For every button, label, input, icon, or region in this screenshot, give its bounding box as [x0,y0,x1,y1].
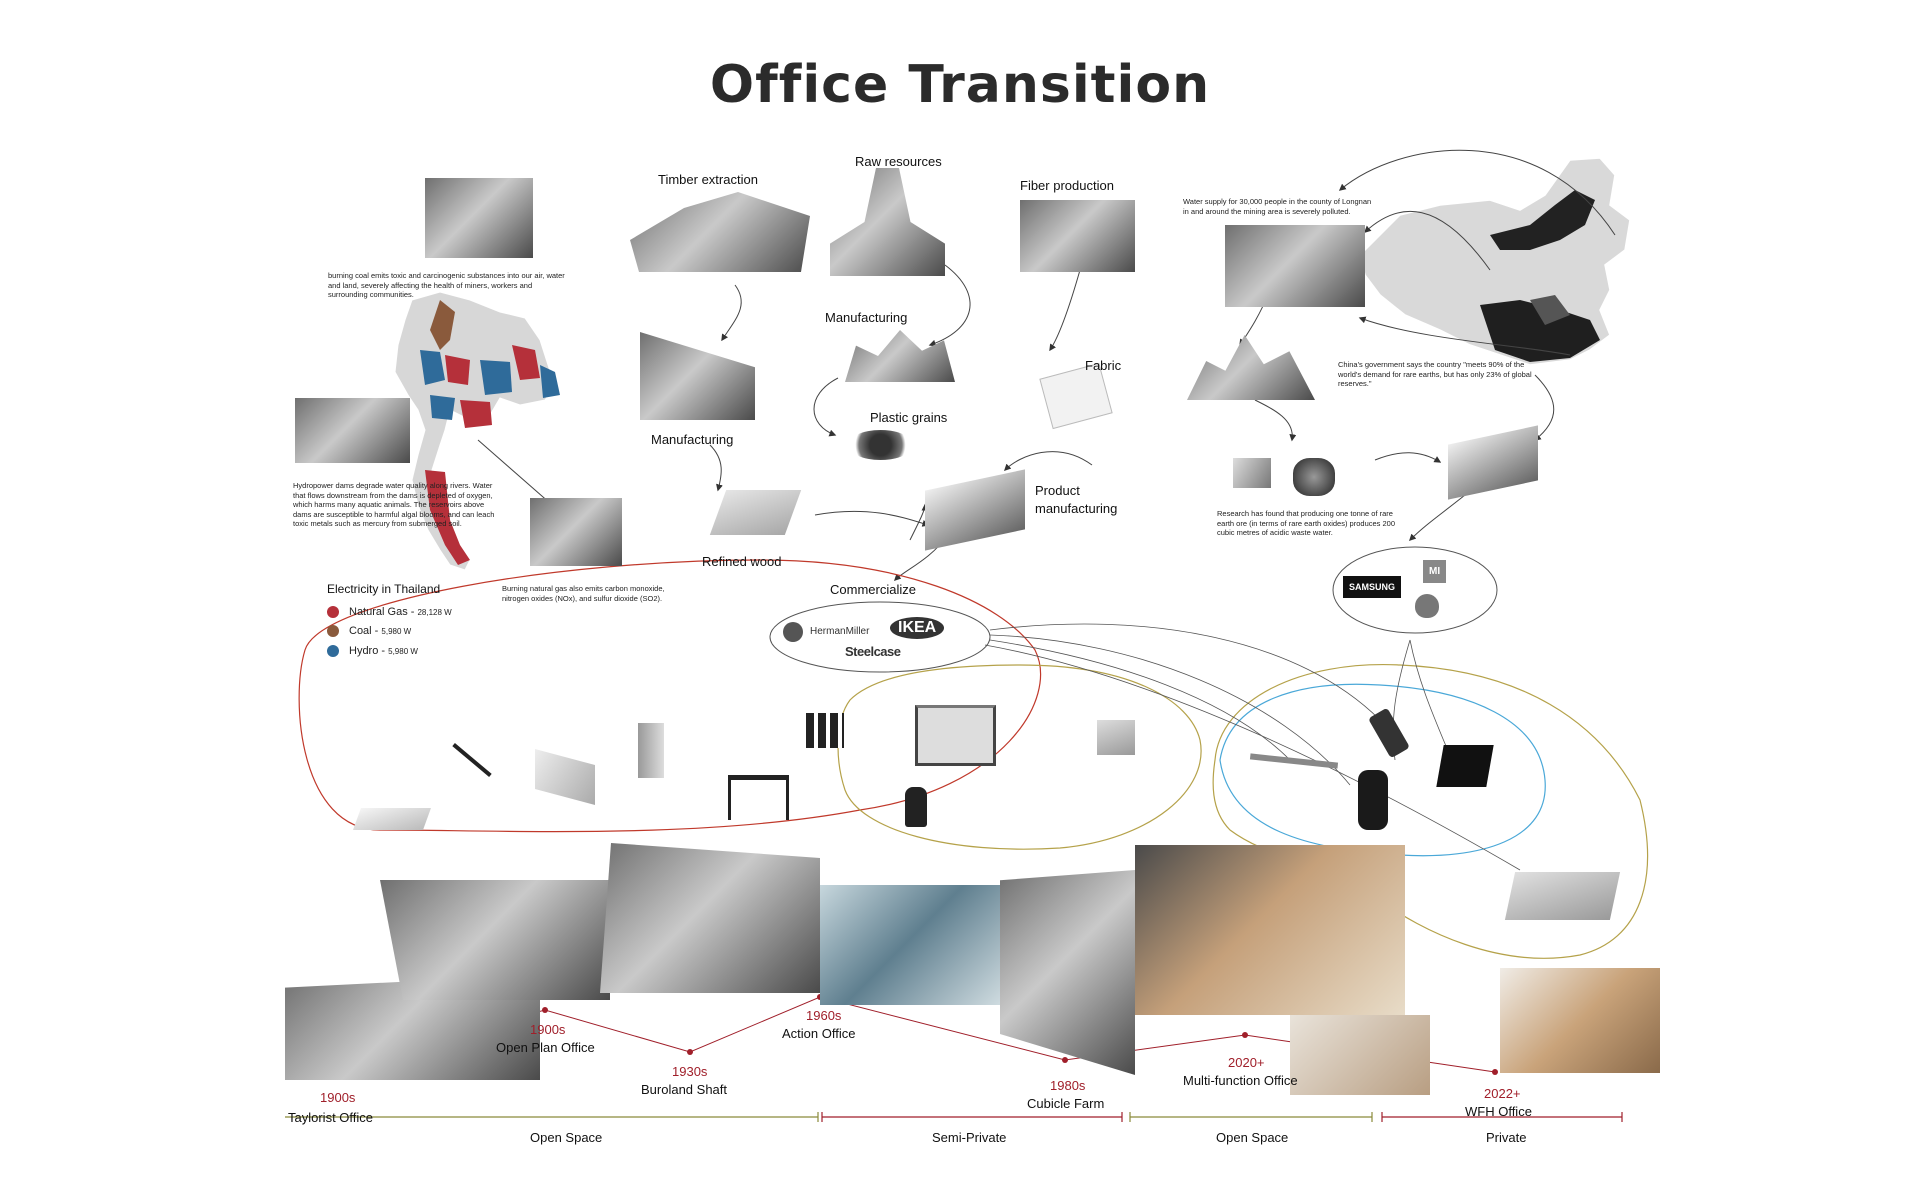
transition-loop [837,664,1202,850]
timeline-name-multi-function: Multi-function Office [1183,1073,1298,1088]
fiber-machine-image [1020,200,1135,272]
apple-logo-icon [1415,594,1439,618]
distribution-lines [984,623,1521,871]
timeline-name-cubicle-farm: Cubicle Farm [1027,1096,1105,1111]
bedroom-photo [1290,1015,1430,1095]
china-government-note: China's government says the country "mee… [1338,360,1532,388]
mining-photo [1225,225,1365,307]
laptop-icon [1436,745,1494,787]
bed-icon [1504,872,1621,920]
office-chair-icon [905,787,927,827]
label-fabric: Fabric [1085,358,1122,373]
hydro-dam-photo [295,398,410,463]
label-fiber-production: Fiber production [1020,178,1114,193]
zone-semi-private: Semi-Private [932,1130,1007,1145]
legend-title: Electricity in Thailand [327,582,441,596]
zone-open-space-1: Open Space [530,1130,603,1145]
coal-swatch [327,625,339,638]
natural-gas-swatch [327,606,339,619]
gas-plant-photo [530,498,622,566]
coal-note: burning coal emits toxic and carcinogeni… [328,271,565,299]
label-timber-extraction: Timber extraction [658,172,758,187]
timeline-year-wfh: 2022+ [1484,1086,1521,1101]
timeline-name-open-plan: Open Plan Office [496,1040,595,1055]
paper-stack-icon [352,808,432,830]
zone-open-space-2: Open Space [1216,1130,1289,1145]
legend-natural-gas: Natural Gas - 28,128 W [327,606,452,619]
ergonomic-chair-icon [1358,770,1388,830]
label-product: Product [1035,483,1080,498]
wfh-office-photo [1500,968,1660,1073]
desk-icon [728,775,789,820]
gas-note: Burning natural gas also emits carbon mo… [502,584,665,603]
label-manufacturing-product: manufacturing [1035,501,1118,516]
open-plan-office-photo [380,880,610,1000]
legend-coal: Coal - 5,980 W [327,625,411,638]
brand-ikea: IKEA [890,617,945,639]
multi-function-office-photo [1135,845,1405,1015]
herman-miller-logo-icon [783,622,803,642]
plastic-grains-image [848,430,913,460]
timeline-name-buroland: Buroland Shaft [641,1082,728,1097]
zone-private: Private [1486,1130,1527,1145]
timeline-name-taylorist: Taylorist Office [288,1110,374,1125]
filing-cabinet-icon [638,723,664,778]
brand-xiaomi: MI [1423,560,1447,583]
label-refined-wood: Refined wood [702,554,782,569]
binders-icon [806,713,844,748]
label-commercialize: Commercialize [830,582,916,597]
timeline-year-action-office: 1960s [806,1008,842,1023]
brand-steelcase: Steelcase [845,644,901,659]
timeline-name-action-office: Action Office [782,1026,856,1041]
page-title: Office Transition [709,55,1211,115]
label-manufacturing-left: Manufacturing [651,432,734,447]
label-raw-resources: Raw resources [855,154,942,169]
hydro-swatch [327,645,339,658]
label-plastic-grains: Plastic grains [870,410,948,425]
brand-samsung: SAMSUNG [1343,576,1402,598]
cubicle-icon [915,705,996,766]
old-computer-icon [1097,720,1135,755]
timeline-name-wfh: WFH Office [1465,1104,1532,1119]
timeline-year-cubicle-farm: 1980s [1050,1078,1086,1093]
china-map [1359,157,1631,366]
china-water-note: Water supply for 30,000 people in the co… [1183,197,1372,216]
legend-hydro: Hydro - 5,980 W [327,645,418,658]
timeline-year-buroland: 1930s [672,1064,708,1079]
action-office-photo [820,885,1020,1005]
buroland-shaft-photo [600,843,820,993]
supply-chain-arrows [477,149,1616,581]
coal-plant-photo [425,178,533,258]
hydro-note: Hydropower dams degrade water quality al… [293,481,495,528]
china-research-note: Research has found that producing one to… [1217,509,1396,537]
zone-bars [285,1112,1623,1122]
tech-brands-ellipse [1332,546,1498,634]
timeline-year-taylorist: 1900s [320,1090,356,1105]
thailand-map [394,291,560,571]
tech-loop [1219,683,1546,857]
commercialize-ellipse [769,601,991,673]
brand-herman-miller: HermanMiller [810,626,870,637]
timeline-year-multi-function: 2020+ [1228,1055,1265,1070]
rare-earth-ore-image [1293,458,1335,496]
timeline-year-open-plan: 1900s [530,1022,566,1037]
metal-bars-image [1233,458,1271,488]
label-manufacturing-center: Manufacturing [825,310,908,325]
